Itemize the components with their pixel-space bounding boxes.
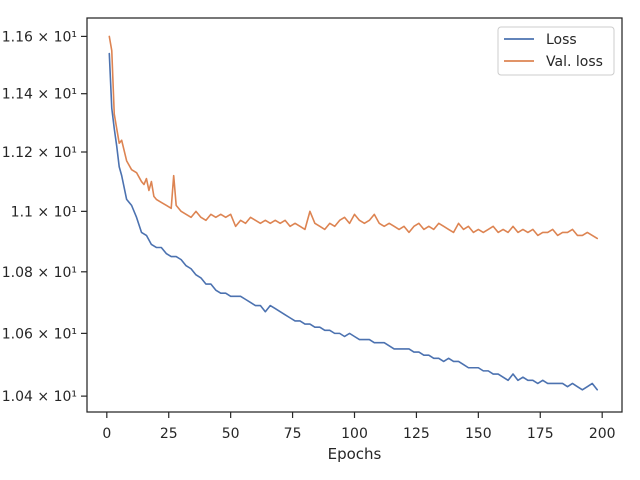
x-axis-title: Epochs — [328, 445, 382, 463]
y-axis: 1.04 × 10¹ 1.06 × 10¹ 1.08 × 10¹ 1.1 × 10¹ 1… — [2, 29, 87, 405]
plot-lines — [108, 35, 599, 391]
y-tick-label: 1.1 × 10¹ — [11, 204, 77, 220]
x-tick-label: 125 — [403, 426, 430, 442]
legend-label: Loss — [546, 32, 577, 48]
x-tick-label: 175 — [527, 426, 554, 442]
series-line-loss — [108, 52, 599, 391]
legend-label: Val. loss — [546, 54, 603, 70]
y-tick-label: 1.04 × 10¹ — [2, 389, 77, 405]
x-tick-label: 75 — [284, 426, 302, 442]
y-tick-label: 1.14 × 10¹ — [2, 87, 77, 103]
plot-frame — [86, 17, 623, 413]
x-tick-label: 0 — [102, 426, 111, 442]
x-tick-label: 100 — [341, 426, 368, 442]
series-line-val-loss — [108, 35, 599, 240]
y-tick-label: 1.08 × 10¹ — [2, 265, 77, 281]
x-tick-label: 50 — [222, 426, 240, 442]
y-tick-label: 1.16 × 10¹ — [2, 29, 77, 45]
x-tick-label: 25 — [160, 426, 178, 442]
x-tick-label: 200 — [589, 426, 616, 442]
y-tick-label: 1.06 × 10¹ — [2, 326, 77, 342]
x-axis: 0 25 50 75 100 125 150 175 200 — [102, 412, 616, 442]
x-tick-label: 150 — [465, 426, 492, 442]
y-tick-label: 1.12 × 10¹ — [2, 145, 77, 161]
legend: Loss Val. loss — [497, 26, 615, 76]
